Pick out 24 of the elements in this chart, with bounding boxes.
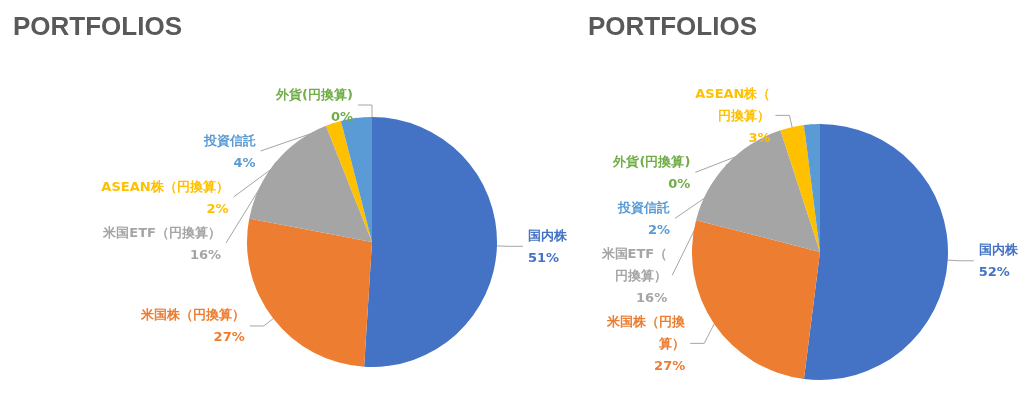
data-label: 52% xyxy=(978,264,1010,280)
category-label: 外貨(円換算) xyxy=(276,86,353,102)
data-label: 16% xyxy=(636,289,668,305)
data-label: 2% xyxy=(206,200,229,216)
chart-title: PORTFOLIOS xyxy=(13,11,182,41)
text: 0% xyxy=(330,108,353,124)
slice-label: 米国株（円換算） xyxy=(139,307,245,323)
data-label: 2% xyxy=(647,221,671,237)
data-label: 51% xyxy=(527,249,560,265)
slice-label: 国内株 xyxy=(527,227,568,243)
data-label: 27% xyxy=(654,357,686,373)
slice-label: 米国ETF（円換算） xyxy=(600,245,668,283)
data-label: 27% xyxy=(213,329,245,345)
slice-label: ASEAN株（円換算） xyxy=(695,85,771,123)
data-label: 16% xyxy=(189,246,221,262)
slice-label: ASEAN株（円換算） xyxy=(101,178,229,194)
slice-label: 国内株 xyxy=(978,242,1018,258)
category-label: 外貨(円換算) xyxy=(613,153,691,169)
chart-title: PORTFOLIOS xyxy=(588,11,757,41)
slice-label: 投資信託 xyxy=(617,199,671,215)
text: 0% xyxy=(668,175,691,191)
slice-label: 米国ETF（円換算） xyxy=(102,224,221,240)
slice-label: 米国株（円換算） xyxy=(606,313,687,351)
data-label: 3% xyxy=(748,129,771,145)
